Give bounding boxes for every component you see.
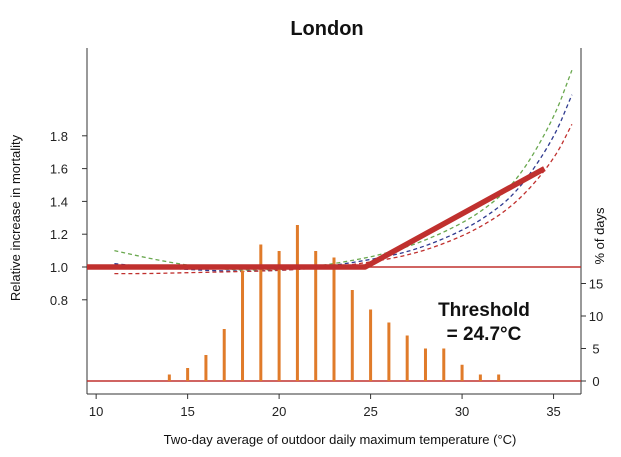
x-tick-label: 30 — [455, 404, 469, 419]
x-tick-label: 10 — [89, 404, 103, 419]
histogram-bar — [405, 335, 409, 381]
y-tick-label: 1.4 — [50, 194, 68, 209]
histogram-bar — [241, 270, 245, 381]
histogram-bar — [332, 257, 336, 381]
histogram-bar — [204, 355, 208, 381]
histogram-bar — [350, 290, 354, 381]
y-axis-title: Relative increase in mortality — [8, 134, 23, 301]
histogram-bar — [478, 374, 482, 381]
threshold-annotation-line2: = 24.7°C — [447, 324, 522, 345]
histogram-bar — [387, 322, 391, 381]
threshold-line — [87, 166, 546, 270]
x-tick-label: 25 — [363, 404, 377, 419]
histogram-bar — [460, 364, 464, 381]
y2-tick-label: 10 — [589, 309, 603, 324]
histogram-bar — [423, 348, 427, 381]
x-axis-title: Two-day average of outdoor daily maximum… — [164, 432, 517, 447]
histogram-bar — [167, 374, 171, 381]
histogram-bar — [259, 244, 263, 381]
y-tick-label: 1.8 — [50, 129, 68, 144]
threshold-line-group — [87, 166, 546, 270]
histogram-bar — [314, 251, 318, 381]
y-tick-label: 1.2 — [50, 227, 68, 242]
y2-tick-label: 15 — [589, 277, 603, 292]
threshold-annotation-line1: Threshold — [438, 300, 530, 321]
histogram-bar — [222, 329, 226, 381]
x-tick-label: 15 — [180, 404, 194, 419]
x-tick-label: 35 — [546, 404, 560, 419]
y2-axis-title: % of days — [592, 207, 607, 265]
y-tick-label: 0.8 — [50, 293, 68, 308]
y-tick-label: 1.0 — [50, 260, 68, 275]
curves — [114, 69, 573, 275]
model-curve — [114, 124, 573, 275]
histogram-bar — [186, 368, 190, 381]
tick-labels: 10 15 20 25 30 35 0.8 1.0 1.2 1.4 1.6 1.8 0 5 10 15 — [50, 129, 603, 419]
chart-title: London — [290, 18, 363, 40]
histogram-bar — [369, 309, 373, 381]
y2-tick-label: 0 — [592, 374, 599, 389]
histogram — [167, 225, 501, 381]
model-curve — [114, 94, 573, 272]
histogram-bar — [497, 374, 501, 381]
y-tick-label: 1.6 — [50, 162, 68, 177]
histogram-bar — [442, 348, 446, 381]
model-curve — [114, 69, 573, 271]
x-tick-label: 20 — [272, 404, 286, 419]
histogram-bar — [277, 251, 281, 381]
histogram-bar — [295, 225, 299, 381]
y2-tick-label: 5 — [592, 342, 599, 357]
